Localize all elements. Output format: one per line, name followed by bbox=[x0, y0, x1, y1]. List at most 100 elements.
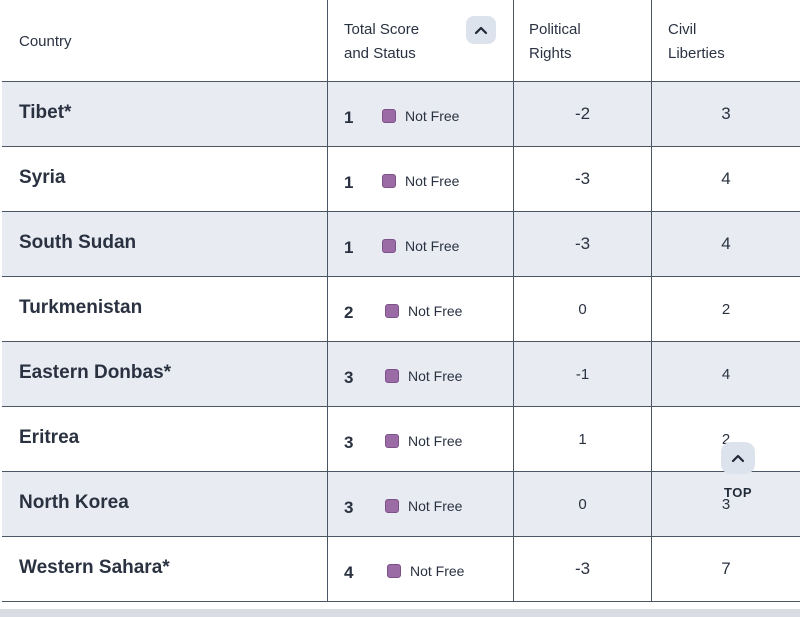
status-swatch bbox=[385, 499, 399, 513]
cell-political-rights: -2 bbox=[513, 82, 651, 146]
status-label: Not Free bbox=[405, 238, 460, 254]
cell-political-rights: -1 bbox=[513, 342, 651, 406]
civil-liberties-value: 2 bbox=[721, 430, 731, 448]
status-label: Not Free bbox=[408, 368, 463, 384]
cell-country: Syria bbox=[2, 147, 327, 211]
cell-political-rights: -3 bbox=[513, 537, 651, 601]
cell-total-score: 1 Not Free bbox=[327, 82, 513, 146]
status-badge: Not Free bbox=[382, 238, 459, 254]
political-rights-value: -3 bbox=[574, 559, 591, 578]
status-label: Not Free bbox=[408, 498, 463, 514]
total-score: 3 bbox=[344, 368, 354, 387]
header-civil-liberties[interactable]: Civil Liberties bbox=[651, 0, 800, 81]
cell-country: South Sudan bbox=[2, 212, 327, 276]
sort-button[interactable] bbox=[466, 16, 496, 44]
cell-political-rights: 1 bbox=[513, 407, 651, 471]
cell-civil-liberties: 3 bbox=[651, 472, 800, 536]
header-civil-liberties-label: Civil Liberties bbox=[668, 21, 725, 62]
cell-total-score: 1 Not Free bbox=[327, 212, 513, 276]
cell-country: Turkmenistan bbox=[2, 277, 327, 341]
cell-total-score: 3 Not Free bbox=[327, 342, 513, 406]
header-country[interactable]: Country bbox=[2, 0, 327, 81]
cell-political-rights: 0 bbox=[513, 472, 651, 536]
status-swatch bbox=[385, 369, 399, 383]
country-name[interactable]: South Sudan bbox=[19, 232, 137, 253]
chevron-up-icon bbox=[474, 26, 488, 35]
cell-country: North Korea bbox=[2, 472, 327, 536]
political-rights-value: 1 bbox=[578, 430, 587, 448]
cell-total-score: 2 Not Free bbox=[327, 277, 513, 341]
status-label: Not Free bbox=[408, 303, 463, 319]
total-score: 3 bbox=[344, 498, 354, 517]
civil-liberties-value: 4 bbox=[721, 169, 731, 188]
civil-liberties-value: 2 bbox=[721, 300, 731, 318]
political-rights-value: -2 bbox=[574, 104, 591, 123]
civil-liberties-value: 4 bbox=[721, 234, 731, 253]
cell-civil-liberties: 7 bbox=[651, 537, 800, 601]
civil-liberties-value: 7 bbox=[721, 559, 731, 578]
header-total-score-label: Total Score and Status bbox=[344, 21, 420, 62]
cell-political-rights: 0 bbox=[513, 277, 651, 341]
status-badge: Not Free bbox=[385, 433, 462, 449]
cell-civil-liberties: 2 bbox=[651, 407, 800, 471]
header-country-label: Country bbox=[19, 33, 72, 50]
total-score: 1 bbox=[344, 108, 354, 127]
status-label: Not Free bbox=[405, 173, 460, 189]
cell-total-score: 4 Not Free bbox=[327, 537, 513, 601]
table-row: Eritrea 3 Not Free 1 2 bbox=[2, 407, 800, 472]
freedom-scores-table: Country Total Score and Status Political… bbox=[2, 0, 800, 602]
civil-liberties-value: 3 bbox=[721, 495, 731, 513]
table-row: Syria 1 Not Free -3 4 bbox=[2, 147, 800, 212]
political-rights-value: 0 bbox=[578, 495, 587, 513]
table-row: Eastern Donbas* 3 Not Free -1 4 bbox=[2, 342, 800, 407]
total-score: 2 bbox=[344, 303, 354, 322]
horizontal-scrollbar[interactable] bbox=[0, 609, 800, 617]
cell-political-rights: -3 bbox=[513, 212, 651, 276]
political-rights-value: 0 bbox=[578, 300, 587, 318]
cell-total-score: 3 Not Free bbox=[327, 472, 513, 536]
country-name[interactable]: Western Sahara* bbox=[19, 557, 170, 578]
status-swatch bbox=[385, 434, 399, 448]
civil-liberties-value: 3 bbox=[721, 104, 731, 123]
header-total-score[interactable]: Total Score and Status bbox=[327, 0, 513, 81]
cell-civil-liberties: 4 bbox=[651, 342, 800, 406]
country-name[interactable]: Tibet* bbox=[19, 102, 72, 123]
status-label: Not Free bbox=[405, 108, 460, 124]
table-row: Tibet* 1 Not Free -2 3 bbox=[2, 82, 800, 147]
country-name[interactable]: Eastern Donbas* bbox=[19, 362, 172, 383]
status-swatch bbox=[385, 304, 399, 318]
header-political-rights-label: Political Rights bbox=[529, 21, 581, 62]
table-row: North Korea 3 Not Free 0 3 bbox=[2, 472, 800, 537]
status-badge: Not Free bbox=[382, 173, 459, 189]
country-name[interactable]: North Korea bbox=[19, 492, 129, 513]
country-name[interactable]: Syria bbox=[19, 167, 66, 188]
cell-country: Western Sahara* bbox=[2, 537, 327, 601]
total-score: 1 bbox=[344, 173, 354, 192]
status-label: Not Free bbox=[410, 563, 465, 579]
country-name[interactable]: Eritrea bbox=[19, 427, 80, 448]
cell-country: Tibet* bbox=[2, 82, 327, 146]
total-score: 4 bbox=[344, 563, 354, 582]
country-name[interactable]: Turkmenistan bbox=[19, 297, 143, 318]
political-rights-value: -3 bbox=[574, 234, 591, 253]
back-to-top-button[interactable]: TOP bbox=[718, 442, 758, 502]
status-swatch bbox=[382, 239, 396, 253]
status-badge: Not Free bbox=[385, 368, 462, 384]
total-score: 3 bbox=[344, 433, 354, 452]
cell-civil-liberties: 3 bbox=[651, 82, 800, 146]
header-political-rights[interactable]: Political Rights bbox=[513, 0, 651, 81]
table-row: South Sudan 1 Not Free -3 4 bbox=[2, 212, 800, 277]
political-rights-value: -1 bbox=[575, 365, 590, 383]
back-to-top-circle[interactable] bbox=[721, 442, 755, 474]
cell-political-rights: -3 bbox=[513, 147, 651, 211]
cell-country: Eritrea bbox=[2, 407, 327, 471]
cell-total-score: 3 Not Free bbox=[327, 407, 513, 471]
political-rights-value: -3 bbox=[574, 169, 591, 188]
status-badge: Not Free bbox=[385, 498, 462, 514]
table-row: Western Sahara* 4 Not Free -3 7 bbox=[2, 537, 800, 602]
cell-country: Eastern Donbas* bbox=[2, 342, 327, 406]
cell-civil-liberties: 4 bbox=[651, 212, 800, 276]
chevron-up-icon bbox=[731, 454, 745, 463]
civil-liberties-value: 4 bbox=[721, 365, 731, 383]
table-header-row: Country Total Score and Status Political… bbox=[2, 0, 800, 82]
